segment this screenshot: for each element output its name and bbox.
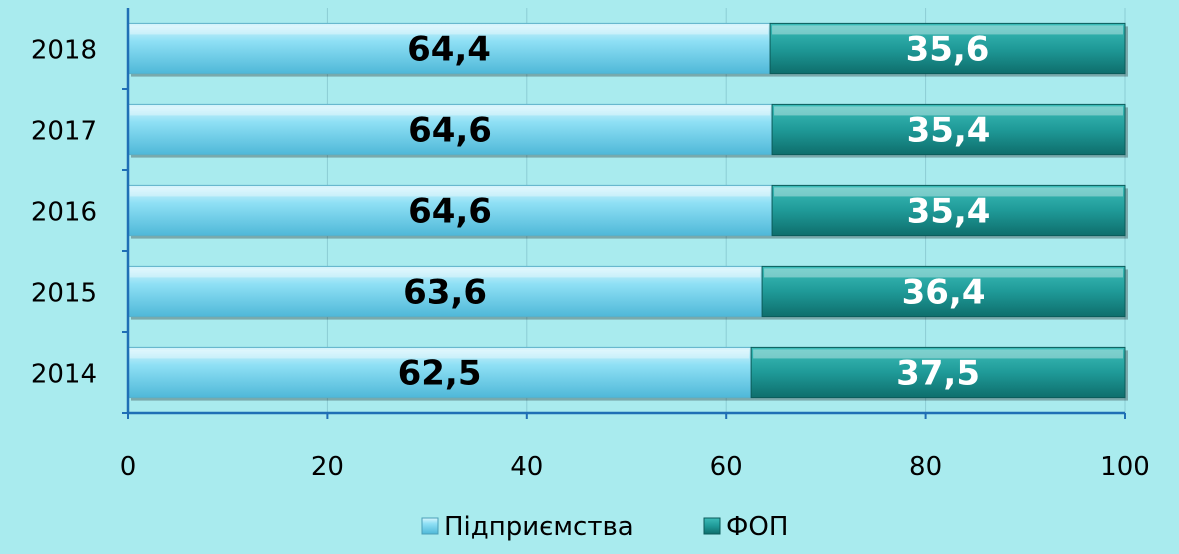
bar-highlight	[774, 187, 1123, 197]
x-tick-label: 20	[311, 452, 344, 482]
legend-label: Підприємства	[444, 512, 634, 542]
data-label: 64,6	[408, 111, 492, 151]
data-label: 37,5	[896, 354, 980, 394]
bars	[127, 22, 1128, 401]
axes: 0 20 40 60 80 100 2018 2017 2016 2015 2014	[31, 8, 1150, 482]
bar-highlight	[130, 106, 771, 116]
data-label: 36,4	[902, 273, 986, 313]
y-category-label: 2015	[31, 279, 97, 309]
bar-highlight	[753, 349, 1123, 359]
bar-pidpryiemstva-2017	[127, 103, 773, 156]
bar-fop-2017	[771, 103, 1126, 156]
x-tick-label: 40	[510, 452, 543, 482]
bar-highlight	[130, 268, 761, 278]
bar-pidpryiemstva-2015	[127, 265, 763, 318]
bar-fop-2018	[769, 22, 1126, 75]
bar-highlight	[764, 268, 1123, 278]
data-label: 64,4	[407, 30, 491, 70]
bar-fop-2014	[750, 346, 1126, 399]
bar-highlight	[774, 106, 1123, 116]
x-tick-label: 80	[909, 452, 942, 482]
data-label: 35,6	[906, 30, 990, 70]
data-label: 64,6	[408, 192, 492, 232]
x-tick-label: 60	[710, 452, 743, 482]
bar-highlight	[130, 349, 750, 359]
data-label: 35,4	[907, 192, 991, 232]
legend: Підприємства ФОП	[421, 512, 788, 542]
bar-fop-2016	[771, 184, 1126, 237]
y-category-label: 2017	[31, 117, 97, 147]
y-category-label: 2014	[31, 360, 97, 390]
data-label: 62,5	[398, 354, 482, 394]
x-tick-label: 100	[1100, 452, 1150, 482]
data-label: 63,6	[403, 273, 487, 313]
legend-swatch	[703, 517, 721, 535]
bar-pidpryiemstva-2014	[127, 346, 752, 399]
y-category-label: 2018	[31, 36, 97, 66]
bar-highlight	[130, 187, 771, 197]
legend-label: ФОП	[726, 512, 788, 542]
x-tick-label: 0	[120, 452, 137, 482]
data-label: 35,4	[907, 111, 991, 151]
data-labels: 64,4 35,6 64,6 35,4 64,6 35,4 63,6 36,4 62,5 37,5	[398, 30, 991, 394]
bar-pidpryiemstva-2016	[127, 184, 773, 237]
y-category-label: 2016	[31, 198, 97, 228]
legend-swatch	[421, 517, 439, 535]
bar-highlight	[130, 25, 769, 35]
bar-highlight	[772, 25, 1123, 35]
bar-fop-2015	[761, 265, 1126, 318]
